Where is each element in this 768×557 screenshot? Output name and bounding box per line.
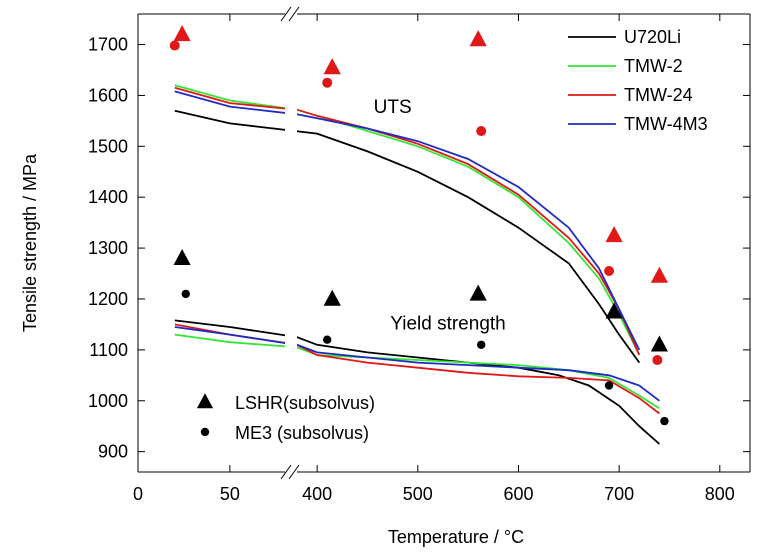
legend-label-tmw-4m3: TMW-4M3 bbox=[624, 114, 708, 134]
y-tick-label-1000: 1000 bbox=[88, 391, 128, 411]
marker-lshr-subsolvus-yield-strength-5 bbox=[650, 335, 668, 352]
legend-label-lshr-subsolvus: LSHR(subsolvus) bbox=[235, 393, 375, 413]
annotation-yield-strength: Yield strength bbox=[390, 314, 505, 335]
marker-me3-subsolvus-uts-3 bbox=[476, 126, 487, 137]
x-tick-label-400: 400 bbox=[302, 484, 332, 504]
marker-me3-subsolvus-uts-4 bbox=[604, 265, 615, 276]
marker-lshr-subsolvus-uts-5 bbox=[650, 266, 668, 283]
axis-break-gap bbox=[285, 12, 297, 474]
legend-label-u720li: U720Li bbox=[624, 27, 681, 47]
axis-break-slash-bottom-2 bbox=[288, 464, 300, 480]
data-markers bbox=[169, 25, 669, 426]
annotations: UTS Yield strength bbox=[374, 97, 506, 334]
marker-me3-subsolvus-uts-5 bbox=[652, 355, 663, 366]
y-tick-label-1200: 1200 bbox=[88, 289, 128, 309]
x-tick-label-500: 500 bbox=[403, 484, 433, 504]
series-line-tmw-4m3-uts bbox=[174, 90, 641, 351]
marker-me3-subsolvus-yield-strength-3 bbox=[477, 340, 486, 349]
y-tick-label-1600: 1600 bbox=[88, 85, 128, 105]
marker-me3-subsolvus-yield-strength-2 bbox=[323, 335, 332, 344]
y-tick-label-1700: 1700 bbox=[88, 35, 128, 55]
y-axis-title: Tensile strength / MPa bbox=[20, 153, 40, 332]
legend: U720Li TMW-2 TMW-24 TMW-4M3 LSHR(subsolvus) M… bbox=[196, 27, 708, 443]
axis-break-slash-top-2 bbox=[288, 6, 300, 22]
marker-me3-subsolvus-uts-1 bbox=[169, 40, 180, 51]
legend-label-me3-subsolvus: ME3 (subsolvus) bbox=[235, 423, 369, 443]
marker-lshr-subsolvus-uts-3 bbox=[469, 30, 487, 47]
legend-label-tmw-24: TMW-24 bbox=[624, 85, 693, 105]
legend-marker-me3-subsolvus bbox=[200, 427, 210, 437]
annotation-uts: UTS bbox=[374, 97, 412, 118]
x-tick-label-800: 800 bbox=[705, 484, 735, 504]
marker-me3-subsolvus-yield-strength-5 bbox=[660, 416, 669, 426]
x-tick-label-700: 700 bbox=[604, 484, 634, 504]
axes: 900 1000 1100 1200 1300 1400 1500 1600 1700 0 50 40… bbox=[20, 13, 751, 547]
legend-marker-lshr-subsolvus bbox=[196, 393, 214, 409]
axis-break bbox=[280, 6, 300, 480]
marker-lshr-subsolvus-uts-2 bbox=[323, 58, 341, 75]
marker-me3-subsolvus-uts-2 bbox=[322, 77, 333, 88]
y-tick-label-900: 900 bbox=[98, 442, 128, 462]
y-tick-label-1300: 1300 bbox=[88, 238, 128, 258]
marker-lshr-subsolvus-yield-strength-2 bbox=[323, 289, 341, 306]
x-tick-label-0: 0 bbox=[133, 484, 143, 504]
marker-lshr-subsolvus-yield-strength-3 bbox=[469, 284, 487, 301]
series-line-tmw-4m3-yield-strength bbox=[174, 326, 660, 402]
marker-me3-subsolvus-yield-strength-1 bbox=[181, 289, 190, 299]
y-tick-label-1500: 1500 bbox=[88, 136, 128, 156]
marker-lshr-subsolvus-yield-strength-4 bbox=[605, 302, 623, 319]
axis-break-slash-bottom-1 bbox=[280, 464, 292, 480]
series-lines bbox=[174, 84, 660, 445]
axis-break-slash-top-1 bbox=[280, 6, 292, 22]
marker-lshr-subsolvus-yield-strength-1 bbox=[173, 249, 191, 265]
x-tick-label-600: 600 bbox=[503, 484, 533, 504]
legend-label-tmw-2: TMW-2 bbox=[624, 56, 683, 76]
x-axis-title: Temperature / °C bbox=[388, 527, 524, 547]
y-tick-label-1100: 1100 bbox=[89, 340, 128, 360]
marker-me3-subsolvus-yield-strength-4 bbox=[604, 381, 614, 390]
marker-lshr-subsolvus-uts-1 bbox=[173, 25, 191, 42]
y-tick-label-1400: 1400 bbox=[88, 187, 128, 207]
marker-lshr-subsolvus-uts-4 bbox=[605, 226, 623, 243]
x-tick-label-50: 50 bbox=[220, 484, 240, 504]
